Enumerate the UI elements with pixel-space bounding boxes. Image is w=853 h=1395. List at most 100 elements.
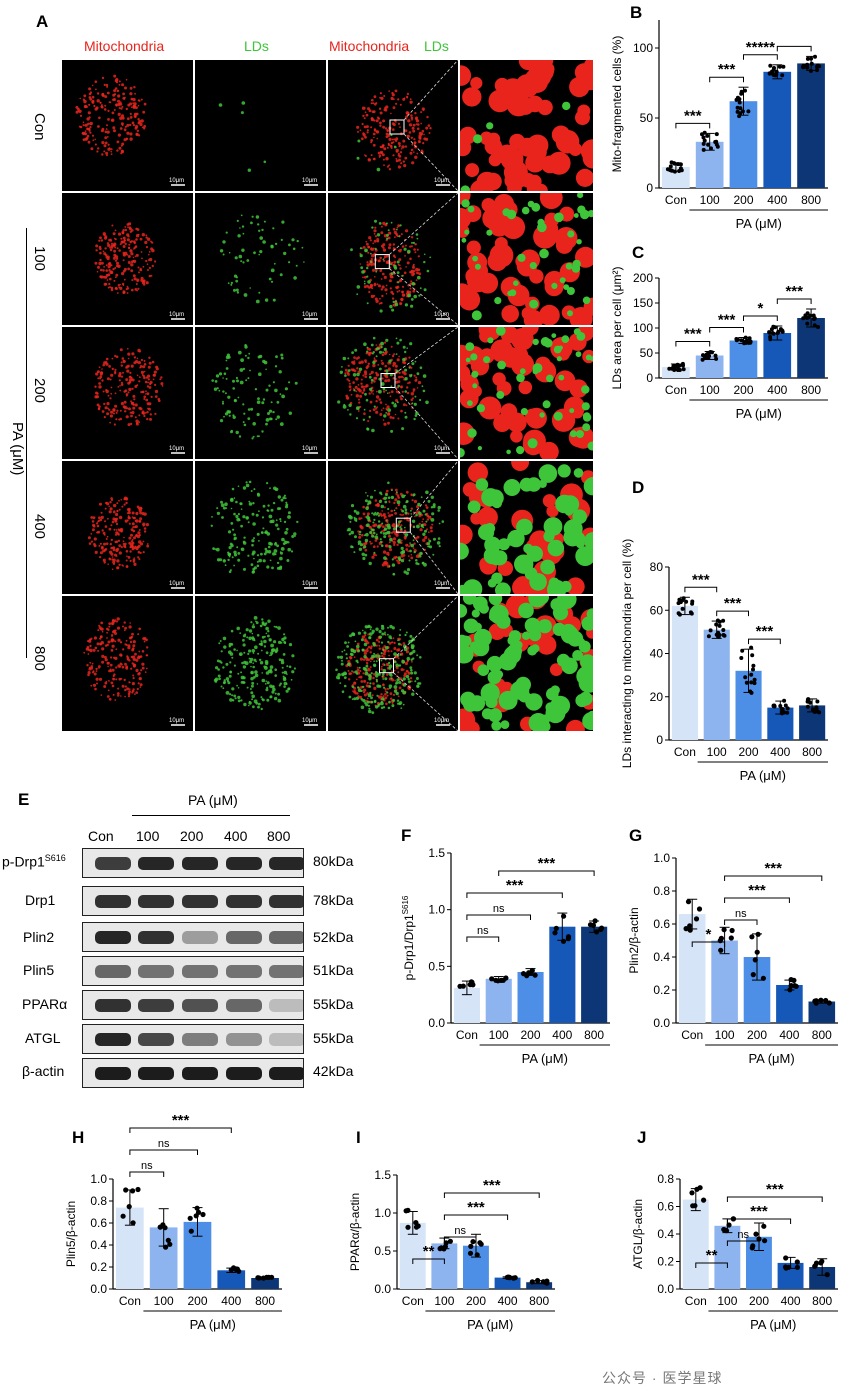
data-point (130, 1220, 136, 1226)
data-point (157, 1224, 163, 1230)
data-point (824, 1272, 830, 1278)
wb-band (226, 1067, 262, 1080)
x-tick-label: 400 (770, 745, 790, 759)
data-point (771, 331, 776, 336)
svg-text:10μm: 10μm (169, 718, 184, 724)
y-tick-label: 0.5 (428, 959, 445, 973)
col-header-merge-lds: LDs (424, 38, 449, 54)
significance-bracket (724, 897, 790, 903)
significance-bracket (466, 936, 500, 942)
y-tick-label: 0.2 (653, 983, 670, 997)
data-point (687, 923, 693, 929)
micrograph-r4-c1: 10μm (195, 596, 326, 731)
y-tick-label: 40 (650, 647, 664, 661)
group-label: PA (μM) (190, 1317, 236, 1332)
data-point (785, 706, 790, 711)
svg-text:10μm: 10μm (302, 312, 317, 318)
wb-strip-3 (82, 956, 304, 986)
data-point (794, 1259, 800, 1265)
y-tick-label: 0 (646, 371, 653, 385)
significance-label: *** (684, 107, 702, 124)
data-point (791, 977, 797, 984)
svg-text:10μm: 10μm (302, 581, 317, 587)
data-point (560, 938, 567, 944)
wb-protein-drp1: Drp1 (25, 892, 56, 908)
significance-label: *** (692, 571, 710, 588)
svg-text:10μm: 10μm (434, 581, 449, 587)
x-tick-label: 800 (255, 1294, 275, 1308)
wb-strip-2 (82, 922, 304, 952)
data-point (721, 633, 726, 637)
data-point (681, 596, 686, 601)
data-point (815, 709, 820, 714)
data-point (477, 1240, 483, 1246)
x-tick-label: Con (685, 1294, 707, 1308)
wb-size-2: 52kDa (313, 929, 354, 945)
data-point (676, 601, 681, 606)
data-point (816, 325, 820, 329)
data-point (805, 62, 810, 67)
micrograph-r2-c2: 10μm (328, 327, 458, 459)
data-point (818, 997, 824, 1003)
micrograph-r0-c1: 10μm (195, 60, 326, 191)
data-point (457, 983, 463, 989)
data-point (187, 1215, 193, 1221)
data-point (753, 1231, 759, 1237)
data-point (474, 1252, 480, 1258)
data-point (782, 1264, 789, 1270)
wb-pa-label: PA (μM) (188, 792, 238, 808)
significance-bracket (726, 1218, 792, 1224)
data-point (544, 1280, 550, 1286)
y-tick-label: 0.0 (90, 1282, 107, 1296)
bar-100 (711, 940, 738, 1023)
wb-pa-line (132, 815, 290, 816)
wb-strip-4 (82, 990, 304, 1020)
bar-200 (729, 340, 758, 378)
data-point (718, 947, 724, 953)
significance-bracket (724, 919, 758, 925)
data-point (772, 66, 776, 70)
data-point (167, 1241, 173, 1247)
micrograph-r2-c0: 10μm (62, 327, 193, 459)
data-point (819, 1258, 825, 1264)
micrograph-r3-c3 (460, 461, 593, 594)
data-point (683, 926, 689, 932)
data-point (768, 63, 773, 68)
y-tick-label: 0.0 (374, 1282, 391, 1296)
bar-800 (797, 318, 825, 378)
x-tick-label: 200 (733, 193, 753, 207)
data-point (587, 922, 594, 928)
data-point (805, 699, 810, 704)
data-point (768, 337, 773, 342)
data-point (751, 667, 755, 672)
significance-label: *** (538, 855, 556, 872)
data-point (738, 106, 743, 111)
data-point (729, 927, 735, 934)
data-point (442, 1244, 448, 1250)
bar-Con (671, 605, 698, 740)
data-point (805, 65, 810, 70)
data-point (701, 135, 706, 140)
y-tick-label: 0.2 (657, 1255, 674, 1269)
wb-lane-100: 100 (136, 828, 160, 844)
data-point (681, 367, 686, 372)
significance-bracket (748, 638, 781, 645)
panel-a-letter: A (36, 12, 49, 31)
data-point (526, 970, 532, 976)
y-axis-title: Plin2/β-actin (627, 907, 641, 973)
y-tick-label: 80 (650, 560, 664, 574)
data-point (561, 913, 567, 919)
wb-lane-400: 400 (224, 828, 248, 844)
wb-size-4: 55kDa (313, 996, 354, 1012)
data-point (754, 949, 760, 955)
data-point (785, 710, 790, 715)
y-tick-label: 0.8 (657, 1172, 674, 1186)
wb-band (182, 965, 218, 978)
significance-bracket (716, 610, 749, 617)
significance-label: ns (737, 1229, 749, 1241)
micrograph-r1-c1: 10μm (195, 193, 326, 325)
micrograph-r4-c3 (460, 596, 593, 731)
y-tick-label: 0.6 (657, 1200, 674, 1214)
wb-band (95, 931, 131, 944)
svg-text:10μm: 10μm (302, 178, 317, 184)
